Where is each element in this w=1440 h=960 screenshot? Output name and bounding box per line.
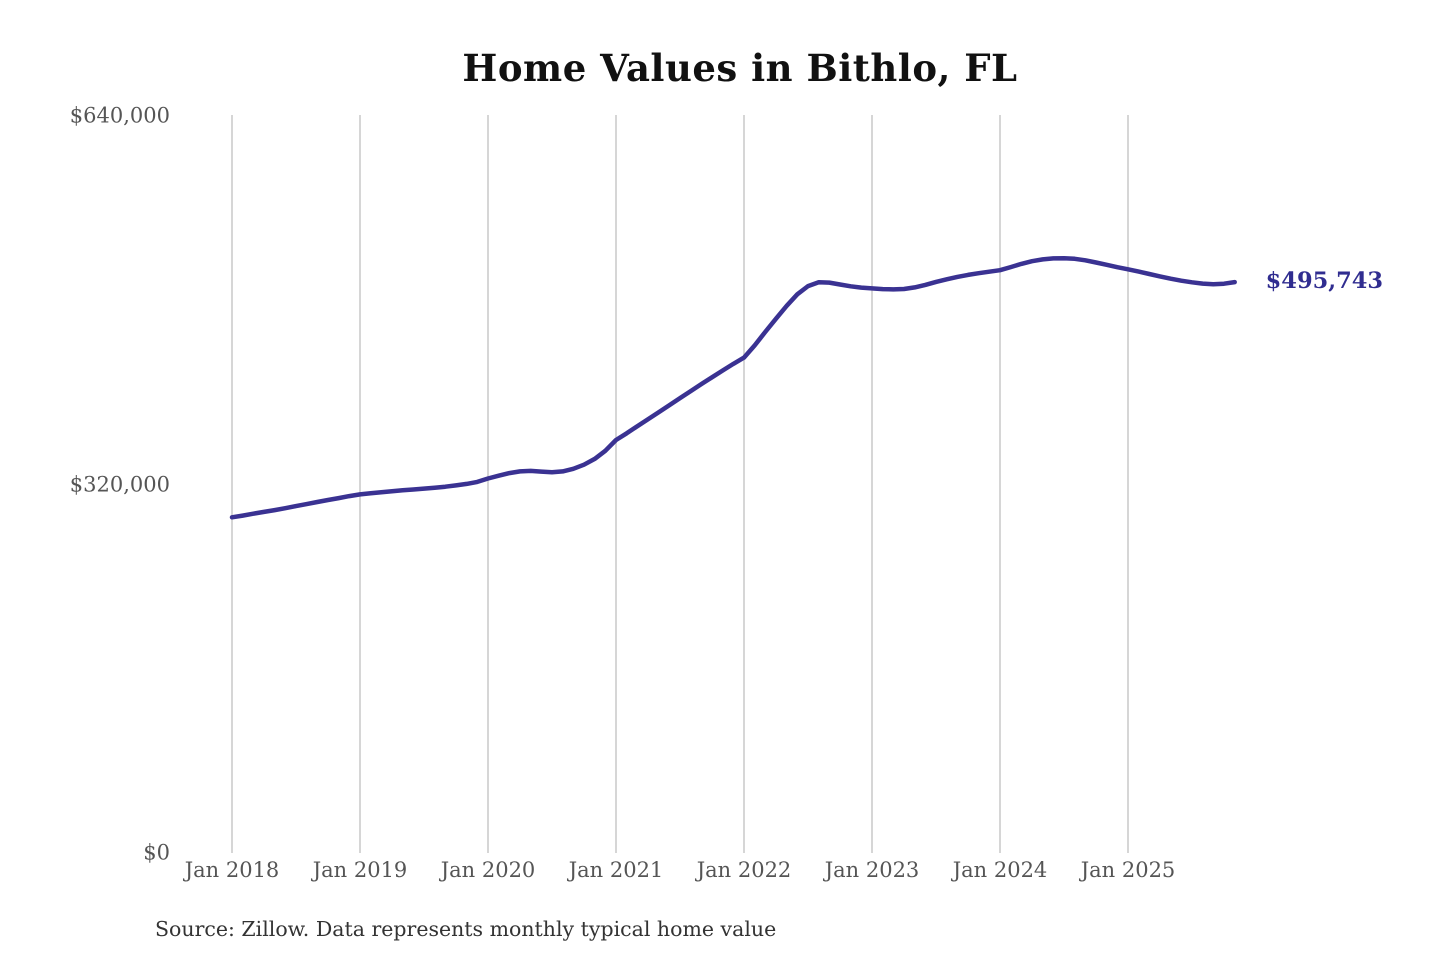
y-tick-label: $640,000 [69, 103, 170, 128]
home-value-line [229, 255, 1237, 520]
x-tick-label: Jan 2021 [568, 858, 664, 882]
x-tick-label: Jan 2020 [440, 858, 536, 882]
x-tick-label: Jan 2018 [184, 858, 280, 882]
y-tick-label: $320,000 [69, 472, 170, 497]
latest-value-label: $495,743 [1265, 268, 1384, 295]
x-tick-label: Jan 2025 [1080, 858, 1176, 882]
source-note: Source: Zillow. Data represents monthly … [155, 917, 777, 941]
chart-title: Home Values in Bithlo, FL [462, 46, 1018, 90]
x-tick-label: Jan 2024 [952, 858, 1048, 882]
x-tick-label: Jan 2023 [824, 858, 920, 882]
x-tick-label: Jan 2019 [312, 858, 408, 882]
y-tick-label: $0 [143, 840, 170, 865]
x-tick-label: Jan 2022 [696, 858, 792, 882]
